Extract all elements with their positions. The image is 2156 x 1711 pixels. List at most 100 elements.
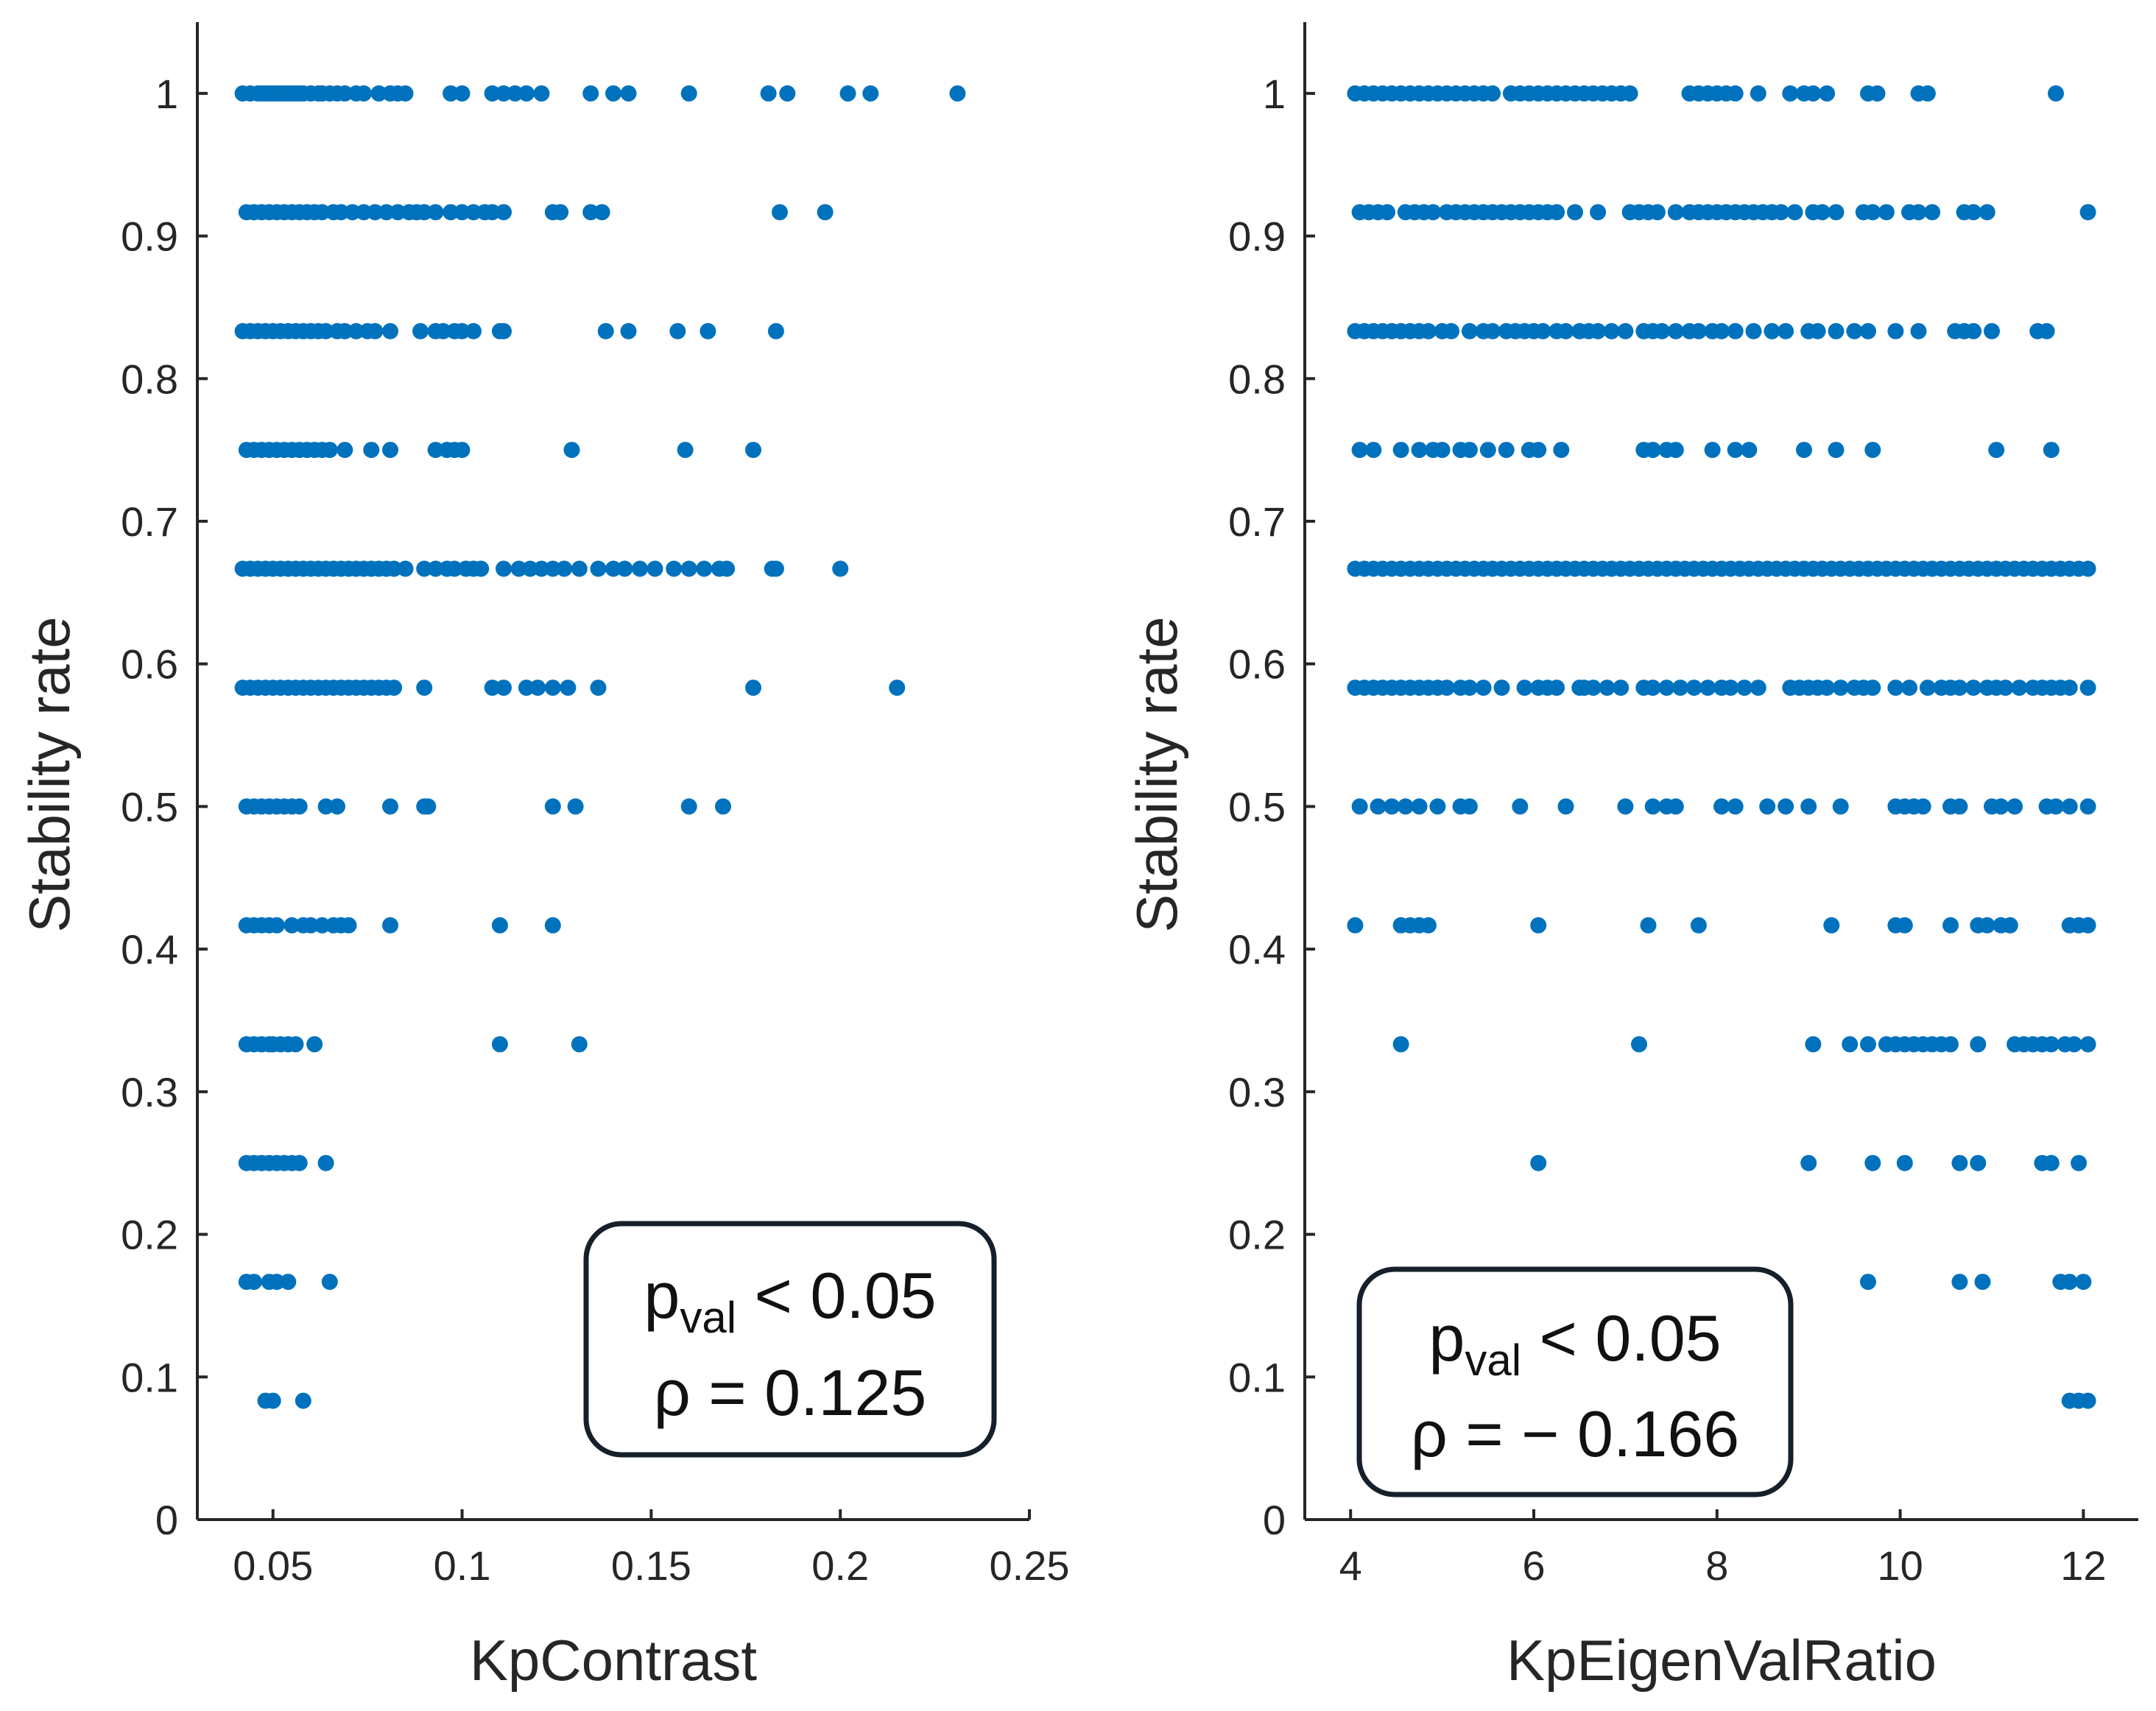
right-data-point	[1530, 917, 1547, 934]
right-data-point	[1475, 680, 1492, 696]
right-data-point	[1814, 204, 1831, 221]
right-data-point	[1392, 442, 1409, 459]
right-data-point	[1796, 442, 1812, 459]
right-data-point	[1984, 322, 2000, 339]
left-data-point	[552, 204, 569, 221]
right-data-point	[1974, 1274, 1991, 1291]
left-data-point	[544, 798, 561, 815]
left-data-point	[443, 204, 459, 221]
right-data-point	[1498, 442, 1515, 459]
right-data-point	[1654, 322, 1671, 339]
left-data-point	[496, 560, 512, 577]
left-stats-annotation: pval < 0.05 ρ = 0.125	[583, 1221, 997, 1458]
right-data-point	[1512, 798, 1529, 815]
right-y-tick-label: 0.1	[1228, 1354, 1286, 1400]
right-rho-text: ρ = − 0.166	[1411, 1397, 1739, 1470]
left-y-tick-label: 0.1	[121, 1354, 178, 1400]
right-data-point	[1832, 680, 1849, 696]
left-data-point	[427, 442, 444, 459]
right-data-point	[1919, 680, 1936, 696]
left-data-point	[700, 322, 716, 339]
left-data-point	[303, 917, 320, 934]
right-data-point	[1800, 798, 1817, 815]
right-data-point	[2079, 798, 2096, 815]
right-y-tick-label: 0.2	[1228, 1212, 1286, 1258]
right-data-point	[1384, 798, 1401, 815]
right-data-point	[1438, 680, 1455, 696]
left-data-point	[454, 204, 471, 221]
left-data-point	[412, 322, 429, 339]
right-data-point	[1860, 322, 1876, 339]
right-x-tick-label: 12	[2060, 1542, 2106, 1589]
right-data-point	[1713, 798, 1730, 815]
left-data-point	[666, 560, 683, 577]
left-data-point	[484, 680, 501, 696]
right-data-point	[1988, 442, 2005, 459]
right-data-point	[1557, 798, 1574, 815]
right-data-point	[1924, 204, 1941, 221]
right-data-point	[1667, 798, 1684, 815]
left-data-point	[571, 560, 588, 577]
left-data-point	[590, 680, 607, 696]
right-data-point	[1910, 204, 1927, 221]
right-data-point	[1896, 1154, 1913, 1171]
right-data-point	[1425, 204, 1442, 221]
left-data-point	[582, 204, 599, 221]
right-data-point	[1658, 680, 1675, 696]
left-data-point	[321, 1274, 338, 1291]
right-data-point	[1750, 85, 1766, 102]
right-data-point	[1828, 204, 1845, 221]
right-data-point	[2061, 1274, 2078, 1291]
right-data-point	[1759, 798, 1776, 815]
right-data-point	[1819, 680, 1836, 696]
right-data-point	[1704, 442, 1721, 459]
right-data-point	[1782, 85, 1799, 102]
right-data-point	[1809, 322, 1826, 339]
left-data-point	[593, 204, 610, 221]
right-data-point	[1896, 917, 1913, 934]
right-data-point	[1979, 204, 1995, 221]
left-data-point	[605, 560, 621, 577]
left-data-point	[544, 917, 561, 934]
right-data-point	[1750, 680, 1766, 696]
left-data-point	[563, 442, 580, 459]
right-stats-annotation: pval < 0.05 ρ = − 0.166	[1356, 1266, 1794, 1497]
right-data-point	[1621, 85, 1638, 102]
right-data-point	[1530, 1154, 1547, 1171]
left-data-point	[314, 204, 331, 221]
right-data-point	[1516, 680, 1533, 696]
right-data-point	[1347, 917, 1364, 934]
left-y-tick-label: 1	[155, 71, 178, 117]
left-data-point	[340, 917, 357, 934]
right-data-point	[1832, 798, 1849, 815]
left-data-point	[317, 1154, 334, 1171]
right-data-point	[1530, 442, 1547, 459]
right-data-point	[1590, 204, 1607, 221]
left-data-point	[446, 560, 463, 577]
right-data-point	[1727, 85, 1744, 102]
right-data-point	[2001, 917, 2018, 934]
right-data-point	[2079, 1392, 2096, 1409]
left-data-point	[397, 560, 414, 577]
left-data-point	[454, 442, 471, 459]
right-data-point	[1727, 798, 1744, 815]
left-data-point	[356, 85, 372, 102]
left-data-point	[370, 85, 387, 102]
left-data-point	[518, 680, 535, 696]
left-y-tick-label: 0.3	[121, 1069, 178, 1115]
right-data-point	[2079, 917, 2096, 934]
right-data-point	[1846, 322, 1863, 339]
right-y-tick-label: 1	[1263, 71, 1286, 117]
left-data-point	[268, 917, 285, 934]
left-data-point	[620, 85, 637, 102]
left-data-point	[280, 1274, 297, 1291]
left-data-point	[496, 85, 512, 102]
left-data-point	[367, 204, 384, 221]
left-data-point	[620, 322, 637, 339]
right-data-point	[1667, 204, 1684, 221]
right-data-point	[1910, 322, 1927, 339]
right-data-point	[1970, 1036, 1987, 1053]
right-data-point	[1351, 798, 1368, 815]
right-data-point	[1951, 680, 1968, 696]
